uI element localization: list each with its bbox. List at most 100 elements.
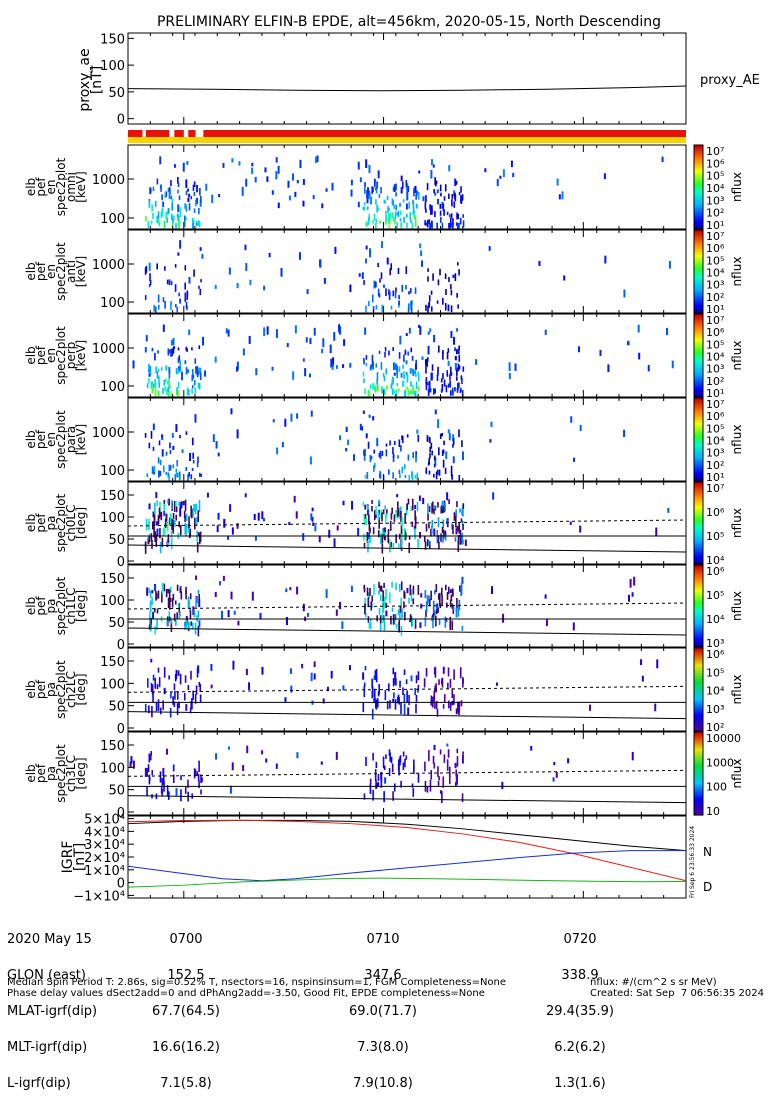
- colorbar-cell: [694, 626, 703, 630]
- tick-mlt: 16.6(16.2): [151, 1040, 221, 1055]
- pixel: [174, 264, 177, 268]
- colorbar-cell: [694, 372, 703, 375]
- colorbar-cell: [694, 286, 703, 289]
- colorbar-label: nflux: [730, 425, 744, 455]
- pixel: [275, 329, 278, 338]
- pixel: [440, 587, 443, 596]
- colorbar-cell: [694, 149, 703, 152]
- pixel: [396, 494, 399, 498]
- pixel: [435, 471, 438, 480]
- pixel: [376, 385, 379, 392]
- pixel: [221, 610, 224, 620]
- pixel: [452, 274, 455, 278]
- pixel: [442, 666, 445, 674]
- pixel: [567, 758, 570, 764]
- pixel: [206, 492, 209, 498]
- colorbar-cell: [694, 790, 703, 793]
- pixel: [409, 288, 412, 294]
- ylabel-line: anti: [64, 260, 78, 283]
- pixel: [286, 343, 289, 348]
- pixel: [438, 619, 441, 625]
- pixel: [388, 289, 390, 295]
- pixel: [451, 193, 454, 199]
- pixel: [228, 746, 231, 750]
- pixel: [437, 279, 440, 286]
- pixel: [302, 179, 305, 185]
- colorbar-cell: [694, 265, 703, 268]
- colorbar-cell: [694, 577, 703, 580]
- pixel: [454, 178, 457, 187]
- pixel: [429, 328, 432, 333]
- colorbar-cell: [694, 750, 703, 754]
- pixel: [434, 457, 437, 466]
- pa-ch3-ytick-label: 0: [117, 806, 125, 821]
- pixel: [401, 284, 404, 292]
- pixel: [375, 668, 378, 679]
- pixel: [427, 268, 429, 272]
- pixel: [193, 768, 196, 779]
- pixel: [365, 434, 368, 439]
- pixel: [147, 221, 150, 229]
- ylabel-line: [deg]: [74, 758, 88, 790]
- pixel: [148, 283, 151, 288]
- pixel: [388, 683, 390, 692]
- pixel: [392, 667, 395, 675]
- pixel: [386, 385, 388, 391]
- pixel: [430, 528, 432, 537]
- igrf-ytick-label: −1×10⁴: [73, 889, 125, 904]
- pixel: [414, 528, 416, 540]
- tick-l: 7.9(10.8): [353, 1076, 413, 1091]
- pixel: [397, 267, 400, 275]
- pixel: [178, 218, 180, 226]
- pixel: [414, 504, 417, 510]
- pixel: [442, 297, 444, 305]
- pixel: [386, 509, 388, 514]
- ylabel-line: pef: [34, 679, 48, 699]
- pa-ch3-ytick-label: 150: [100, 739, 125, 754]
- pixel: [193, 379, 196, 386]
- pixel: [402, 380, 405, 387]
- colorbar-cell: [694, 490, 703, 493]
- pixel: [169, 597, 172, 602]
- pixel: [378, 581, 380, 589]
- pixel: [442, 459, 445, 468]
- colorbar-cell: [694, 460, 703, 463]
- pixel: [179, 524, 182, 536]
- pixel: [558, 194, 561, 200]
- ylabel-line: [nT]: [89, 66, 105, 94]
- pixel: [381, 533, 384, 544]
- pixel: [313, 673, 316, 680]
- pixel: [162, 767, 165, 777]
- pixel: [433, 762, 436, 769]
- pixel: [484, 168, 487, 173]
- pixel: [382, 590, 384, 602]
- pixel: [462, 220, 465, 228]
- footer-line-1: Median Spin Period T: 2.86s, sig=0.52% T…: [7, 977, 507, 988]
- pixel: [375, 761, 378, 769]
- pixel: [403, 601, 405, 609]
- colorbar-cell: [694, 168, 703, 171]
- pixel: [461, 520, 464, 526]
- pixel: [285, 588, 288, 593]
- pixel: [198, 620, 201, 628]
- pixel: [177, 357, 180, 364]
- pixel: [285, 616, 288, 626]
- status-bar-red: [203, 130, 686, 137]
- pixel: [448, 432, 451, 441]
- pixel: [439, 203, 442, 209]
- pixel: [383, 375, 386, 382]
- pixel: [263, 327, 266, 337]
- pixel: [429, 453, 431, 459]
- pixel: [385, 288, 387, 297]
- pixel: [334, 246, 337, 254]
- pixel: [333, 331, 336, 341]
- pixel: [459, 217, 462, 225]
- en-omni-data: [145, 155, 664, 231]
- pixel: [383, 791, 385, 803]
- colorbar-cell: [694, 555, 703, 559]
- pixel: [363, 533, 365, 541]
- pixel: [382, 756, 385, 769]
- pixel: [444, 532, 447, 541]
- colorbar-cell: [694, 638, 703, 642]
- pixel: [248, 335, 251, 344]
